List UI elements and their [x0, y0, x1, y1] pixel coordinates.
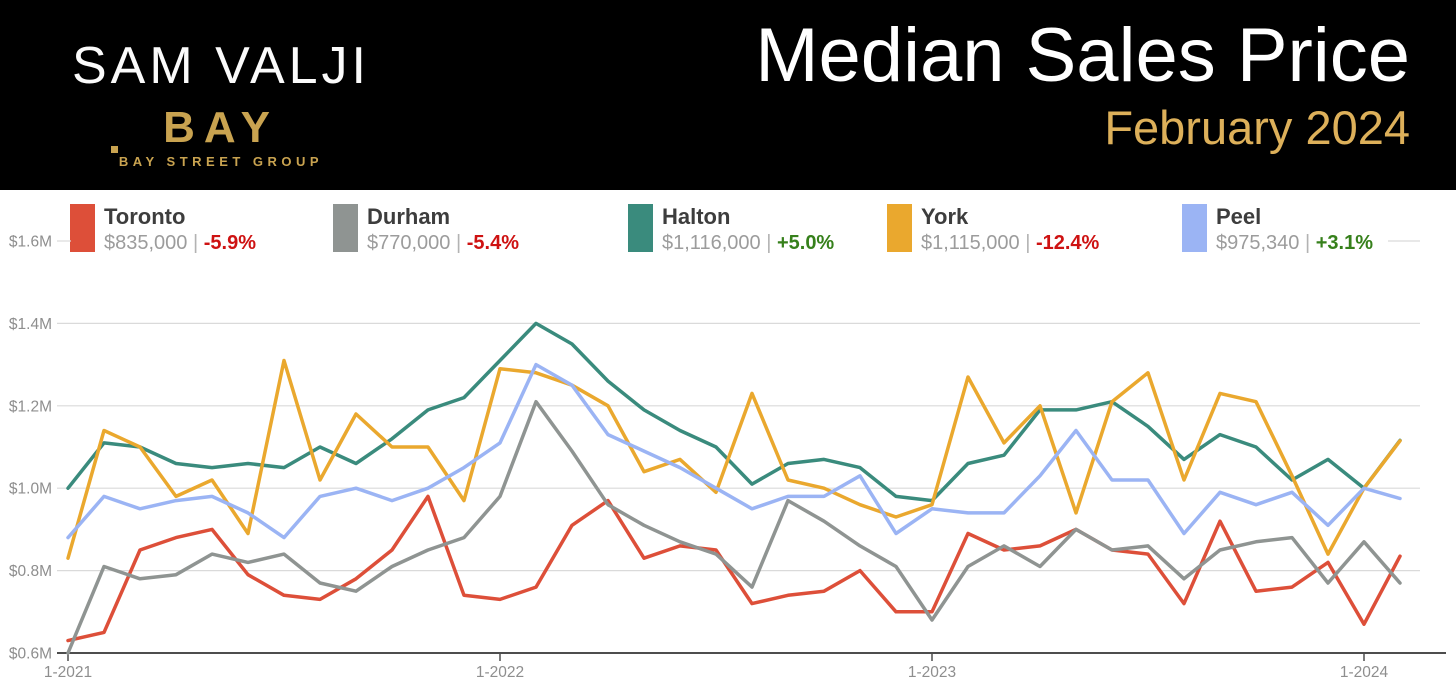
series-line-toronto [66, 494, 1402, 643]
y-axis-tick-label: $1.4M [9, 316, 52, 333]
toronto-color-swatch [70, 204, 95, 252]
agent-branding: SAM VALJI BAY BAY STREET GROUP [28, 36, 414, 171]
y-axis-tick-label: $0.6M [9, 646, 52, 663]
agent-name: SAM VALJI [71, 37, 370, 95]
durham-color-swatch [333, 204, 358, 252]
legend-change-pct: +5.0% [776, 232, 835, 255]
legend-price: $1,115,000 [921, 232, 1020, 255]
legend-region-name: Durham [367, 204, 451, 229]
x-axis-tick-label: 1-2023 [908, 664, 956, 681]
legend-item-durham: Durham $770,000 | -5.4% [333, 204, 529, 256]
peel-color-swatch [1182, 204, 1207, 252]
legend-price: $770,000 [367, 232, 451, 255]
legend-item-peel: Peel $975,340 | +3.1% [1182, 204, 1384, 256]
legend-region-name: Halton [662, 204, 731, 229]
title-block: Median Sales Price February 2024 [755, 14, 1410, 153]
legend-price: $835,000 [104, 232, 188, 255]
york-color-swatch [887, 204, 912, 252]
series-line-durham [66, 399, 1402, 655]
x-axis-tick-label: 1-2021 [44, 664, 92, 681]
legend-separator: | [455, 232, 462, 255]
series-line-york [66, 358, 1402, 560]
page-subtitle: February 2024 [1104, 100, 1410, 154]
header-banner: SAM VALJI BAY BAY STREET GROUP Median Sa… [0, 0, 1456, 190]
legend-change-pct: -12.4% [1035, 232, 1100, 255]
logo-subtext: BAY STREET GROUP [118, 154, 324, 169]
y-axis-tick-label: $0.8M [9, 563, 52, 580]
legend-separator: | [192, 232, 199, 255]
legend-price: $975,340 [1216, 232, 1300, 255]
page-title: Median Sales Price [755, 13, 1410, 98]
series-line-halton [66, 321, 1402, 503]
legend-change-pct: -5.4% [466, 232, 519, 255]
legend-separator: | [1304, 232, 1311, 255]
legend-change-pct: -5.9% [203, 232, 256, 255]
y-axis-tick-label: $1.6M [9, 234, 52, 251]
legend-region-name: Peel [1216, 204, 1262, 229]
legend-change-pct: +3.1% [1315, 232, 1374, 255]
legend-separator: | [1025, 232, 1031, 255]
legend-separator: | [766, 232, 772, 255]
legend-price: $1,116,000 [662, 232, 761, 255]
halton-color-swatch [628, 204, 653, 252]
series-line-peel [66, 362, 1402, 540]
x-axis-tick-label: 1-2022 [476, 664, 524, 681]
bay-street-group-logo: BAY BAY STREET GROUP [110, 103, 324, 169]
logo-text: BAY [163, 103, 279, 152]
logo-dot-icon [110, 146, 118, 153]
legend-item-york: York $1,115,000 | -12.4% [887, 204, 1110, 256]
legend-item-halton: Halton $1,116,000 | +5.0% [628, 204, 845, 256]
legend-item-toronto: Toronto $835,000 | -5.9% [70, 204, 266, 256]
y-axis-tick-label: $1.0M [9, 481, 52, 498]
x-axis-tick-label: 1-2024 [1340, 664, 1389, 681]
legend-region-name: Toronto [104, 204, 186, 229]
legend-region-name: York [921, 204, 969, 229]
y-axis-tick-label: $1.2M [9, 398, 52, 415]
